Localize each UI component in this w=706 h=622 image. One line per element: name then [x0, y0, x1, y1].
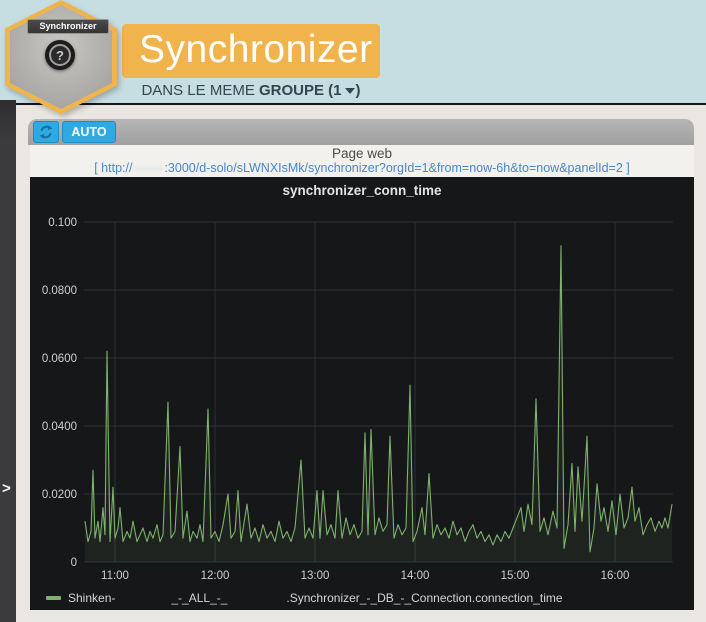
page-title: Synchronizer — [122, 24, 380, 78]
url-prefix: [ http:// — [94, 161, 132, 175]
chevron-down-icon — [345, 88, 355, 94]
help-icon-ring: ? — [49, 44, 71, 66]
url-redacted-host: ······· — [132, 161, 164, 175]
svg-text:14:00: 14:00 — [401, 570, 430, 582]
legend-swatch — [46, 596, 61, 600]
svg-text:0.0400: 0.0400 — [42, 421, 77, 433]
svg-text:0.0600: 0.0600 — [42, 353, 77, 365]
svg-text:16:00: 16:00 — [601, 570, 630, 582]
svg-text:15:00: 15:00 — [501, 570, 530, 582]
help-icon[interactable]: ? — [45, 40, 75, 70]
webpage-widget-header: Page web [ http://·······:3000/d-solo/sL… — [30, 145, 694, 177]
page: { "node_badge": { "label": "Synchronizer… — [0, 0, 706, 622]
legend-label-part2: _-_ALL_-_ — [171, 591, 227, 605]
legend-item[interactable]: Shinken- _-_ALL_-_ .Synchronizer_-_DB_-_… — [46, 590, 563, 606]
panel-toolbar: AUTO — [28, 119, 694, 145]
legend-label-part3: .Synchronizer_-_DB_-_Connection.connecti… — [286, 591, 562, 605]
sidebar-expand-chevron-icon[interactable]: > — [2, 480, 11, 497]
node-hexagon[interactable]: Synchronizer ? — [5, 0, 117, 114]
svg-text:0.0200: 0.0200 — [42, 489, 77, 501]
svg-text:13:00: 13:00 — [301, 570, 330, 582]
refresh-icon — [38, 124, 54, 140]
webpage-widget-title: Page web — [30, 145, 694, 161]
group-selector-suffix: ) — [356, 82, 361, 99]
svg-text:12:00: 12:00 — [201, 570, 230, 582]
group-selector-prefix: DANS LE MEME — [141, 82, 259, 99]
grafana-panel: 0.100 0.0800 0.0600 0.0400 0.0200 0 11:00 12:00… — [30, 177, 694, 610]
question-mark-glyph: ? — [56, 49, 64, 62]
svg-text:11:00: 11:00 — [101, 570, 129, 582]
svg-text:synchronizer_conn_time: synchronizer_conn_time — [282, 183, 442, 198]
legend-label-part1: Shinken- — [68, 591, 115, 605]
group-selector-bold: GROUPE (1 — [259, 82, 342, 99]
svg-text:0: 0 — [71, 557, 77, 569]
svg-text:0.100: 0.100 — [48, 217, 77, 229]
auto-refresh-button[interactable]: AUTO — [62, 121, 116, 143]
timeseries-chart[interactable]: 0.100 0.0800 0.0600 0.0400 0.0200 0 11:00 12:00… — [30, 177, 694, 610]
svg-text:0.0800: 0.0800 — [42, 285, 77, 297]
collapsed-sidebar: > — [0, 100, 16, 622]
url-suffix: :3000/d-solo/sLWNXIsMk/synchronizer?orgI… — [164, 161, 629, 175]
node-label: Synchronizer — [27, 19, 109, 34]
group-selector[interactable]: DANS LE MEME GROUPE (1) — [122, 82, 380, 99]
refresh-button[interactable] — [33, 121, 59, 143]
webpage-url-link[interactable]: [ http://·······:3000/d-solo/sLWNXIsMk/s… — [30, 161, 694, 175]
